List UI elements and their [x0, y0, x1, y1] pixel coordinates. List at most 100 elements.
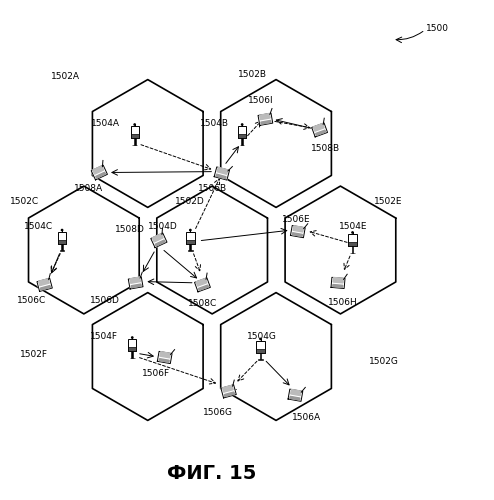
- Bar: [128, 347, 136, 352]
- Text: 1506F: 1506F: [141, 369, 169, 378]
- Bar: [241, 138, 243, 144]
- Text: 1506I: 1506I: [248, 96, 274, 106]
- Text: 1506E: 1506E: [282, 216, 311, 224]
- Bar: [352, 246, 353, 252]
- Bar: [186, 240, 195, 244]
- Circle shape: [260, 338, 261, 340]
- Text: 1504G: 1504G: [247, 332, 277, 340]
- Polygon shape: [158, 352, 172, 364]
- Text: 1502D: 1502D: [175, 197, 205, 206]
- Text: 1502C: 1502C: [10, 197, 39, 206]
- Bar: [58, 240, 66, 244]
- Bar: [189, 244, 191, 250]
- Polygon shape: [290, 396, 300, 400]
- Circle shape: [134, 124, 135, 125]
- Text: 1502A: 1502A: [51, 72, 80, 81]
- Polygon shape: [292, 232, 302, 236]
- Bar: [131, 352, 133, 358]
- Polygon shape: [159, 358, 169, 362]
- Text: 1506H: 1506H: [329, 298, 358, 307]
- Polygon shape: [160, 352, 170, 358]
- Polygon shape: [290, 390, 301, 396]
- Text: 1500: 1500: [426, 24, 449, 33]
- Text: 1504D: 1504D: [148, 222, 177, 232]
- Polygon shape: [331, 278, 345, 288]
- FancyBboxPatch shape: [130, 126, 139, 138]
- Polygon shape: [199, 285, 208, 290]
- Polygon shape: [222, 385, 233, 392]
- Text: 1504A: 1504A: [91, 118, 120, 128]
- Bar: [258, 359, 263, 360]
- FancyBboxPatch shape: [238, 126, 247, 138]
- Text: 1504B: 1504B: [200, 118, 229, 128]
- Polygon shape: [333, 284, 343, 288]
- Bar: [260, 353, 261, 359]
- Bar: [350, 252, 355, 254]
- Text: 1506B: 1506B: [198, 184, 227, 192]
- Text: 1508A: 1508A: [74, 184, 103, 192]
- Text: 1506C: 1506C: [17, 296, 46, 306]
- Bar: [61, 244, 63, 250]
- FancyBboxPatch shape: [58, 232, 66, 244]
- Text: ФИГ. 15: ФИГ. 15: [167, 464, 257, 483]
- Bar: [188, 250, 193, 251]
- Bar: [134, 138, 135, 144]
- Polygon shape: [151, 233, 167, 248]
- Text: 1504E: 1504E: [339, 222, 368, 232]
- Polygon shape: [37, 278, 52, 291]
- Polygon shape: [290, 226, 305, 237]
- Circle shape: [352, 232, 353, 233]
- Polygon shape: [217, 168, 228, 174]
- Bar: [238, 134, 247, 138]
- Polygon shape: [313, 124, 324, 131]
- Polygon shape: [288, 389, 303, 402]
- Polygon shape: [316, 130, 326, 136]
- Text: 1504F: 1504F: [89, 332, 118, 340]
- Circle shape: [242, 124, 243, 125]
- Polygon shape: [128, 277, 143, 289]
- Text: 1506A: 1506A: [291, 412, 321, 422]
- Bar: [130, 134, 139, 138]
- Text: 1508B: 1508B: [311, 144, 340, 153]
- Text: 1504C: 1504C: [24, 222, 53, 232]
- Polygon shape: [131, 284, 141, 288]
- Polygon shape: [216, 174, 226, 178]
- Polygon shape: [224, 392, 235, 396]
- Polygon shape: [41, 286, 50, 290]
- Text: 1502G: 1502G: [369, 357, 399, 366]
- Polygon shape: [312, 123, 328, 137]
- Polygon shape: [155, 240, 165, 246]
- Polygon shape: [261, 120, 271, 124]
- FancyBboxPatch shape: [186, 232, 195, 244]
- Polygon shape: [152, 234, 163, 242]
- Bar: [60, 250, 64, 251]
- Polygon shape: [258, 113, 273, 126]
- Polygon shape: [130, 277, 140, 283]
- Text: 1502F: 1502F: [20, 350, 48, 358]
- Circle shape: [131, 337, 133, 338]
- Polygon shape: [196, 278, 207, 286]
- Text: 1506G: 1506G: [203, 408, 233, 416]
- Polygon shape: [96, 172, 106, 178]
- Polygon shape: [260, 114, 270, 119]
- Polygon shape: [93, 166, 104, 174]
- Polygon shape: [195, 278, 210, 292]
- FancyBboxPatch shape: [348, 234, 357, 246]
- FancyBboxPatch shape: [256, 340, 265, 353]
- Text: 1508C: 1508C: [188, 299, 217, 308]
- Polygon shape: [39, 278, 49, 285]
- Text: 1502B: 1502B: [238, 70, 267, 79]
- Polygon shape: [333, 278, 343, 283]
- Polygon shape: [214, 167, 230, 180]
- Polygon shape: [221, 385, 236, 398]
- Bar: [240, 144, 245, 146]
- Bar: [256, 348, 265, 353]
- Text: 1506D: 1506D: [89, 296, 120, 306]
- Polygon shape: [91, 165, 107, 180]
- Bar: [348, 242, 357, 246]
- Polygon shape: [293, 226, 304, 232]
- Text: 1508D: 1508D: [115, 225, 145, 234]
- FancyBboxPatch shape: [128, 339, 136, 351]
- Bar: [132, 144, 137, 146]
- Text: 1502E: 1502E: [374, 197, 402, 206]
